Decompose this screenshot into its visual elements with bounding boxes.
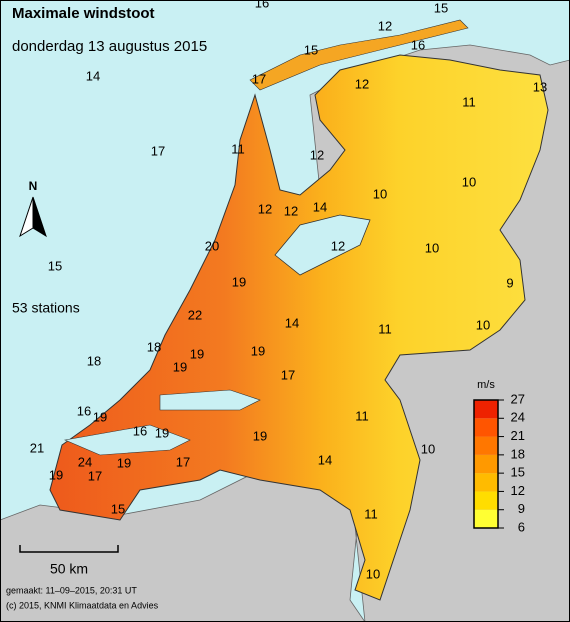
station-value: 19	[251, 343, 265, 358]
legend-border	[473, 399, 499, 529]
station-value: 16	[133, 423, 147, 438]
station-value: 20	[205, 238, 219, 253]
legend-swatch	[474, 400, 498, 419]
station-value: 15	[48, 258, 62, 273]
estuary	[159, 389, 261, 411]
legend-swatch	[474, 454, 498, 474]
station-value: 14	[86, 68, 100, 83]
station-value: 19	[49, 467, 63, 482]
station-value: 10	[366, 566, 380, 581]
legend-tick-label: 21	[511, 428, 525, 443]
station-value: 14	[285, 315, 299, 330]
north-label: N	[29, 179, 38, 193]
station-value: 10	[476, 317, 490, 332]
station-value: 9	[506, 275, 513, 290]
station-value: 17	[176, 454, 190, 469]
station-value: 19	[190, 346, 204, 361]
station-value: 12	[258, 201, 272, 216]
station-value: 12	[310, 147, 324, 162]
legend-swatch	[474, 473, 498, 492]
legend-swatch	[474, 491, 498, 510]
legend-tick-label: 24	[511, 410, 525, 425]
station-value: 17	[88, 468, 102, 483]
legend-tick-label: 15	[511, 465, 525, 480]
station-value: 16	[411, 37, 425, 52]
station-value: 24	[78, 454, 92, 469]
netherlands	[49, 54, 549, 601]
station-value: 14	[318, 452, 332, 467]
legend-tick-label: 6	[518, 519, 525, 534]
legend: 6 9 12 15 18 21 24 27	[473, 391, 525, 534]
legend-swatch	[474, 418, 498, 437]
station-value: 11	[462, 94, 476, 109]
station-value: 18	[87, 353, 101, 368]
stations: 16 15 12 16 15 14 17 12 11 13 17 11 12 10 10 12 12 14 20 12…	[30, 0, 547, 581]
station-value: 17	[281, 367, 295, 382]
station-value: 12	[378, 18, 392, 33]
station-count: 53 stations	[12, 300, 80, 316]
station-value: 19	[232, 274, 246, 289]
ijsselmeer	[274, 214, 371, 276]
estuary	[63, 424, 191, 456]
station-value: 22	[188, 307, 202, 322]
station-value: 12	[284, 203, 298, 218]
station-value: 18	[147, 339, 161, 354]
station-value: 16	[77, 403, 91, 418]
station-value: 16	[255, 0, 269, 10]
legend-unit: m/s	[477, 379, 495, 391]
station-value: 15	[434, 0, 448, 15]
station-value: 19	[117, 455, 131, 470]
north-arrow	[32, 196, 47, 238]
subtitle: donderdag 13 augustus 2015	[12, 38, 207, 55]
station-value: 10	[425, 240, 439, 255]
station-value: 17	[252, 71, 266, 86]
station-value: 14	[313, 199, 327, 214]
station-value: 19	[253, 428, 267, 443]
station-value: 15	[111, 501, 125, 516]
station-value: 17	[151, 143, 165, 158]
station-value: 13	[533, 79, 547, 94]
legend-tick-label: 18	[511, 446, 525, 461]
station-value: 11	[355, 408, 369, 423]
wadden-islands	[249, 19, 469, 91]
legend-swatch	[474, 436, 498, 455]
station-value: 19	[173, 359, 187, 374]
station-value: 19	[155, 425, 169, 440]
station-value: 19	[93, 409, 107, 424]
legend-swatch	[474, 509, 498, 528]
station-value: 10	[373, 186, 387, 201]
station-value: 10	[421, 441, 435, 456]
legend-tick-label: 9	[518, 501, 525, 516]
scale-bar	[19, 545, 119, 553]
station-value: 21	[30, 440, 44, 455]
station-value: 15	[304, 42, 318, 57]
station-value: 11	[378, 321, 392, 336]
legend-tick-label: 12	[511, 483, 525, 498]
scale-label: 50 km	[50, 561, 88, 577]
station-value: 12	[331, 238, 345, 253]
legend-tick-label: 27	[511, 391, 525, 406]
station-value: 10	[462, 174, 476, 189]
station-value: 12	[355, 76, 369, 91]
station-value: 11	[364, 506, 378, 521]
title: Maximale windstoot	[12, 5, 155, 22]
footer-made: gemaakt: 11–09–2015, 20:31 UT	[6, 585, 137, 595]
footer-copyright: (c) 2015, KNMI Klimaatdata en Advies	[6, 600, 159, 610]
station-value: 11	[231, 141, 245, 156]
